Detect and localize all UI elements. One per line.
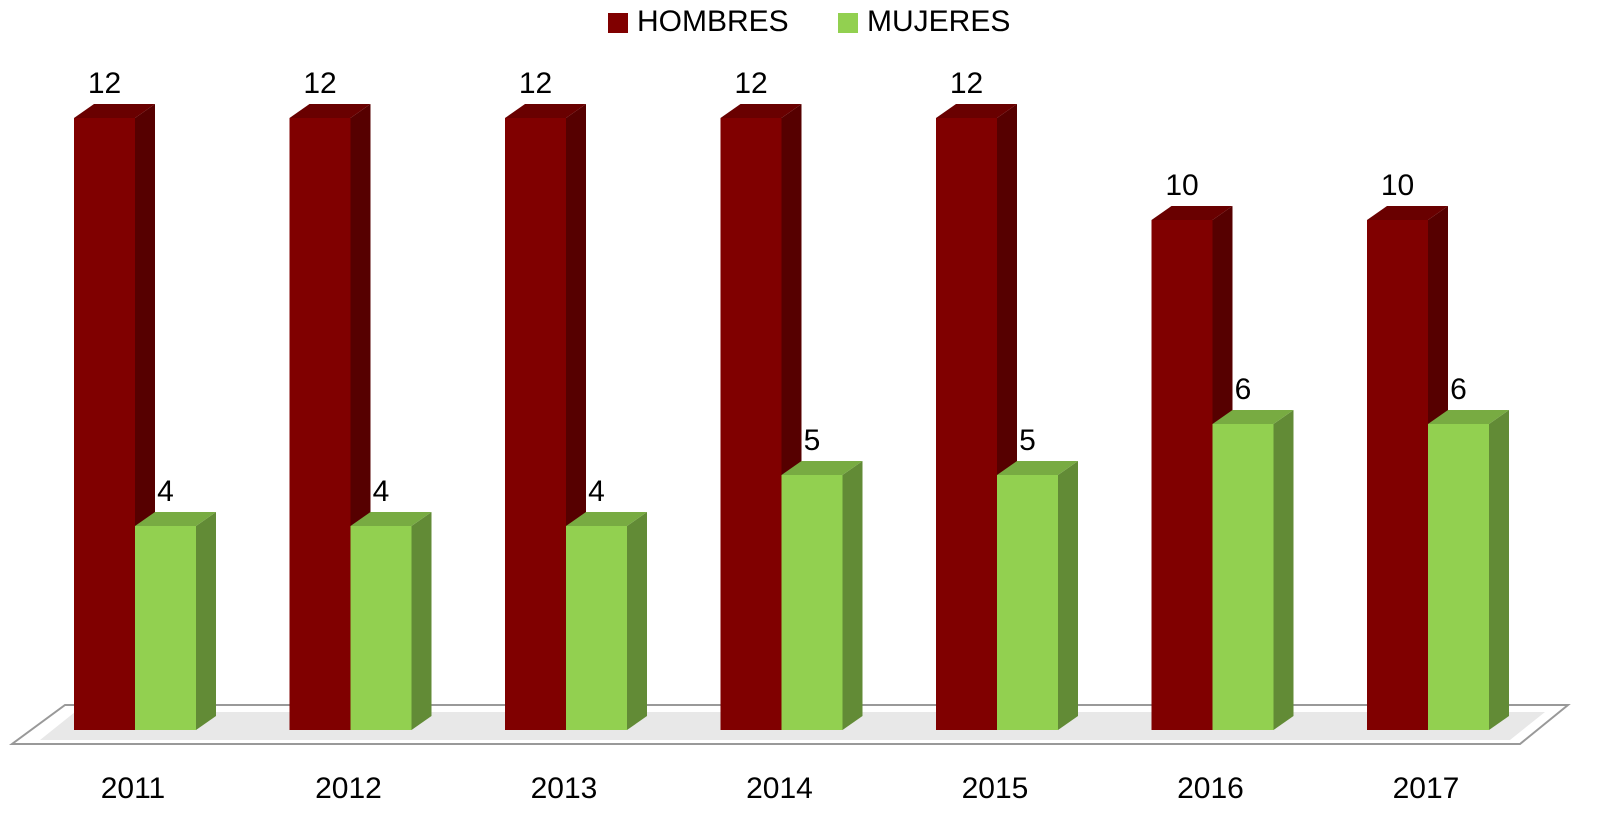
- bar: [720, 118, 782, 730]
- x-tick-label: 2012: [315, 772, 382, 805]
- bar: [936, 118, 997, 730]
- value-label: 12: [734, 67, 767, 100]
- bar-side: [1058, 461, 1078, 730]
- bar: [1212, 424, 1274, 730]
- bar: [566, 526, 627, 730]
- bar: [1428, 424, 1489, 730]
- bar-top: [720, 104, 802, 118]
- x-tick-label: 2013: [531, 772, 598, 805]
- value-label: 6: [1235, 373, 1252, 406]
- bar: [74, 118, 135, 730]
- bar-top: [1212, 410, 1294, 424]
- bar: [350, 526, 412, 730]
- legend-swatch: [838, 13, 858, 33]
- bar-top: [135, 512, 216, 526]
- bar: [135, 526, 196, 730]
- value-label: 12: [88, 67, 121, 100]
- bar-top: [566, 512, 647, 526]
- value-label: 10: [1381, 169, 1414, 202]
- bar: [997, 475, 1058, 730]
- value-label: 12: [519, 67, 552, 100]
- bar-top: [781, 461, 863, 475]
- value-label: 5: [1019, 424, 1036, 457]
- bar-top: [1151, 206, 1233, 220]
- value-label: 5: [804, 424, 821, 457]
- bar-top: [289, 104, 371, 118]
- bar-side: [627, 512, 647, 730]
- value-label: 12: [303, 67, 336, 100]
- value-label: 4: [588, 475, 605, 508]
- bar-top: [74, 104, 155, 118]
- x-tick-label: 2017: [1393, 772, 1460, 805]
- legend-label: HOMBRES: [637, 5, 789, 38]
- x-tick-label: 2014: [746, 772, 813, 805]
- value-label: 10: [1165, 169, 1198, 202]
- bar: [289, 118, 351, 730]
- bar-side: [842, 461, 863, 730]
- bar: [505, 118, 566, 730]
- bar-top: [350, 512, 432, 526]
- bar-side: [1273, 410, 1294, 730]
- bar-top: [505, 104, 586, 118]
- bar-top: [936, 104, 1017, 118]
- x-tick-label: 2011: [101, 772, 166, 805]
- bar-side: [1489, 410, 1509, 730]
- value-label: 12: [950, 67, 983, 100]
- x-tick-label: 2015: [962, 772, 1029, 805]
- value-label: 4: [373, 475, 390, 508]
- value-label: 6: [1450, 373, 1467, 406]
- bar: [1151, 220, 1213, 730]
- bar-top: [1428, 410, 1509, 424]
- bar-top: [997, 461, 1078, 475]
- bar-side: [411, 512, 432, 730]
- value-label: 4: [157, 475, 174, 508]
- bar-side: [196, 512, 216, 730]
- bar: [1367, 220, 1428, 730]
- x-tick-label: 2016: [1177, 772, 1244, 805]
- legend-label: MUJERES: [867, 5, 1010, 38]
- bar-top: [1367, 206, 1448, 220]
- bar: [781, 475, 843, 730]
- legend-swatch: [608, 13, 628, 33]
